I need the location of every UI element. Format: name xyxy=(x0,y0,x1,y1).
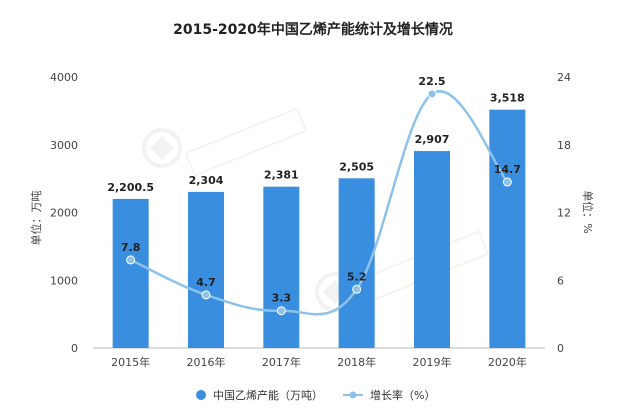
line-point xyxy=(352,284,362,294)
x-tick-label: 2016年 xyxy=(187,355,226,369)
bar-value-label: 2,304 xyxy=(189,174,224,187)
bar-series xyxy=(112,109,526,348)
right-y-axis: 0 6 12 18 24 xyxy=(557,71,571,355)
left-y-axis-label: 单位：万吨 xyxy=(29,191,43,246)
x-axis: 2015年 2016年 2017年 2018年 2019年 2020年 xyxy=(111,355,527,369)
right-y-axis-label: 单位：% xyxy=(581,190,595,233)
legend-bar-swatch xyxy=(196,390,206,400)
bar-value-label: 2,381 xyxy=(264,169,299,182)
legend: 中国乙烯产能（万吨） 增长率（%） xyxy=(196,388,435,402)
x-tick-label: 2015年 xyxy=(111,355,150,369)
line-value-label: 3.3 xyxy=(272,292,292,305)
bar xyxy=(489,109,526,348)
line-value-label: 4.7 xyxy=(196,276,216,289)
bar xyxy=(188,191,224,348)
bar xyxy=(112,198,149,348)
line-point xyxy=(427,89,437,99)
left-y-tick-label: 4000 xyxy=(50,71,78,84)
line-point xyxy=(502,177,512,187)
chart-title: 2015-2020年中国乙烯产能统计及增长情况 xyxy=(173,21,453,38)
x-tick-label: 2019年 xyxy=(413,355,452,369)
left-y-tick-label: 1000 xyxy=(50,274,78,287)
right-y-tick-label: 24 xyxy=(557,71,571,84)
bar-labels: 2,200.5 2,304 2,381 2,505 2,907 3,518 xyxy=(107,92,524,194)
line-point xyxy=(276,306,286,316)
line-value-label: 5.2 xyxy=(347,270,367,283)
legend-line-marker xyxy=(349,391,357,399)
bar xyxy=(263,186,300,348)
bar-value-label: 2,907 xyxy=(415,133,450,146)
left-y-axis: 0 1000 2000 3000 4000 xyxy=(50,71,78,355)
bar-value-label: 2,505 xyxy=(339,160,374,173)
line-labels: 7.8 4.7 3.3 5.2 22.5 14.7 xyxy=(121,75,521,305)
line-value-label: 14.7 xyxy=(494,163,521,176)
right-y-tick-label: 0 xyxy=(557,342,564,355)
right-y-tick-label: 6 xyxy=(557,274,564,287)
x-tick-label: 2020年 xyxy=(488,355,527,369)
legend-line-label: 增长率（%） xyxy=(370,388,435,402)
line-series xyxy=(126,89,512,316)
left-y-tick-label: 2000 xyxy=(50,207,78,220)
x-tick-label: 2018年 xyxy=(337,355,376,369)
line-value-label: 22.5 xyxy=(418,75,445,88)
line-point xyxy=(126,255,136,265)
right-y-tick-label: 18 xyxy=(557,139,571,152)
x-tick-label: 2017年 xyxy=(262,355,301,369)
line-value-label: 7.8 xyxy=(121,241,141,254)
bar xyxy=(414,151,450,348)
right-y-tick-label: 12 xyxy=(557,207,571,220)
left-y-tick-label: 3000 xyxy=(50,139,78,152)
legend-bar-label: 中国乙烯产能（万吨） xyxy=(213,388,323,402)
left-y-tick-label: 0 xyxy=(71,342,78,355)
bar-value-label: 2,200.5 xyxy=(107,181,154,194)
bar-value-label: 3,518 xyxy=(490,92,525,105)
line-point xyxy=(201,290,211,300)
